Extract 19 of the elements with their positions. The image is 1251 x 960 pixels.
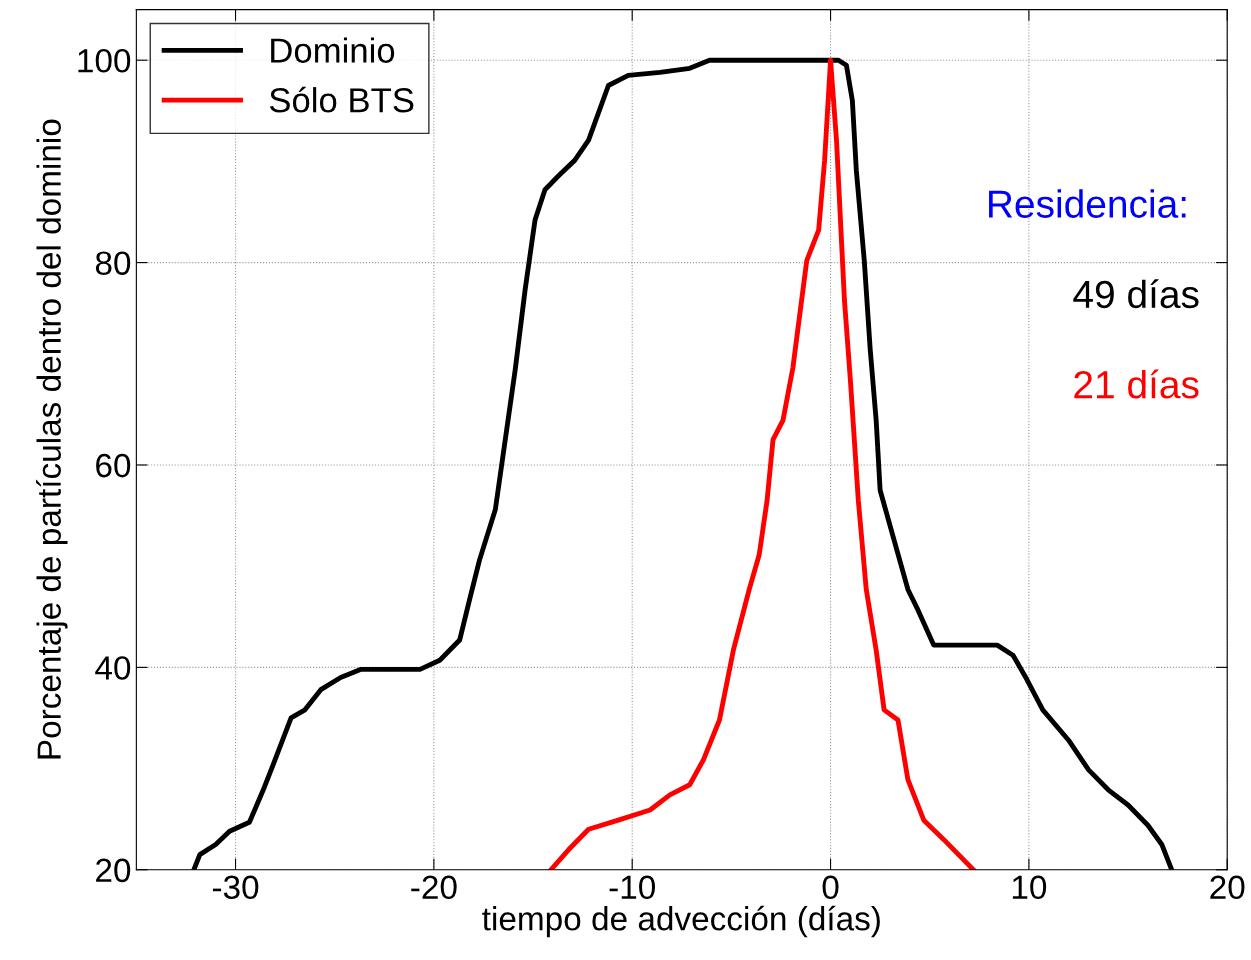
legend-label: Dominio — [271, 37, 395, 63]
x-tick-label: 0 — [822, 875, 839, 900]
y-tick-label: 20 — [96, 858, 131, 883]
x-tick-label: -20 — [411, 875, 457, 900]
x-tick-label: 20 — [1210, 875, 1245, 900]
x-tick-label: -10 — [609, 875, 655, 900]
legend-label: Sólo BTS — [269, 86, 414, 113]
y-tick-label: 100 — [78, 49, 131, 73]
annotation: Residencia: — [989, 189, 1186, 218]
x-axis-title: tiempo de advección (días) — [482, 905, 880, 938]
x-tick-label: 10 — [1012, 875, 1047, 900]
annotation: 49 días — [1073, 279, 1199, 309]
y-tick-label: 40 — [95, 656, 131, 680]
y-tick-label: 80 — [95, 251, 131, 275]
x-tick-label: -30 — [212, 875, 259, 900]
y-tick-label: 60 — [96, 453, 131, 478]
annotation: 21 días — [1074, 369, 1199, 399]
line-series — [548, 57, 976, 870]
y-axis-title: Porcentaje de partículas dentro del dominio — [36, 119, 68, 759]
